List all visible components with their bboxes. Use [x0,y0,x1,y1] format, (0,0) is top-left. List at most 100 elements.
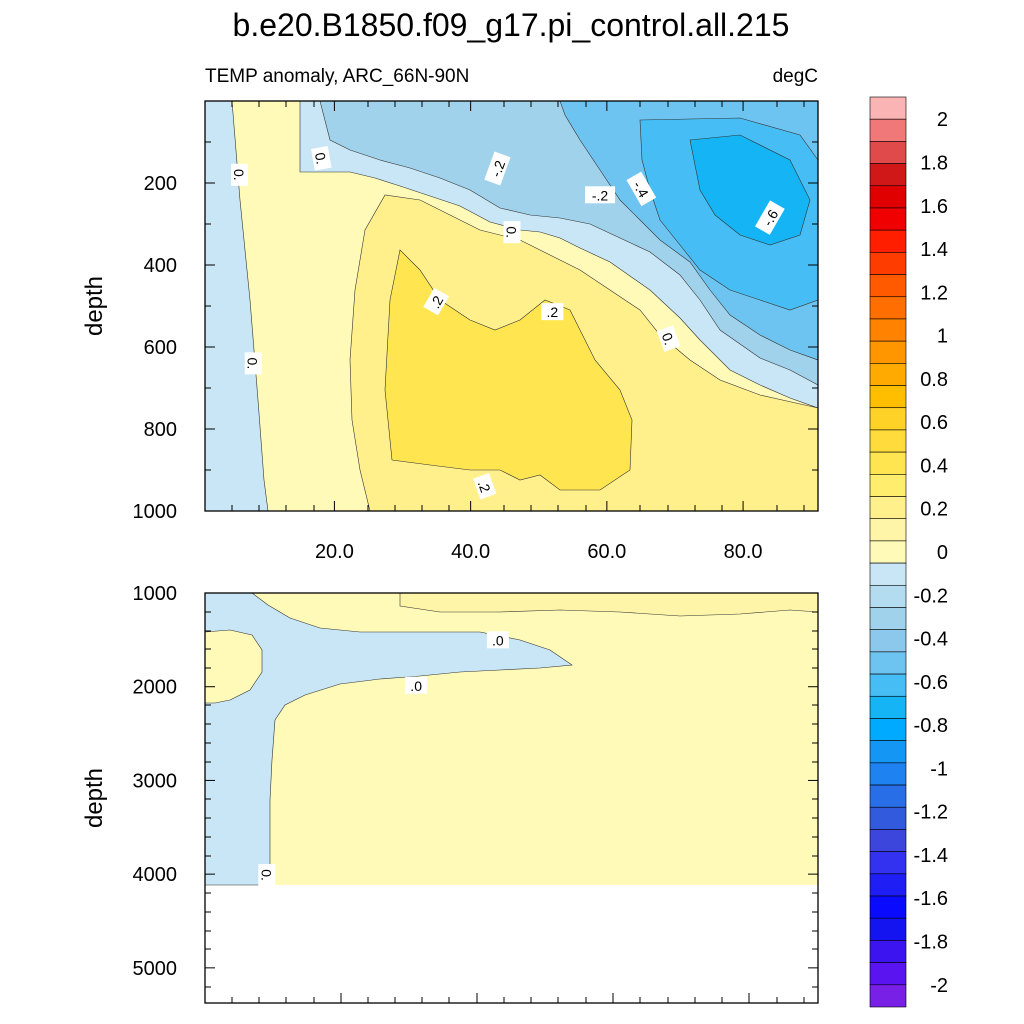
colorbar-swatch [869,474,907,497]
upper-contour-label-bg [541,303,564,321]
colorbar-swatch [869,651,907,675]
lower-upper-band [399,593,818,617]
colorbar-swatch [869,207,907,231]
upper-contour-label: 0. [231,163,249,186]
upper-xtick-label: 40.0 [451,541,490,563]
colorbar-label: 0.8 [920,369,948,391]
colorbar-swatch [869,607,907,630]
colorbar-label: -1 [930,758,948,780]
colorbar-swatch [869,385,907,409]
lower-contour-label-text: .0 [492,632,504,648]
upper-contour-label: 0. [311,146,332,171]
colorbar-swatch [869,784,907,808]
colorbar-swatch [869,185,907,209]
colorbar-swatch [869,451,907,475]
upper-ytick-label: 1000 [133,501,178,523]
colorbar-label: -1.2 [914,802,948,824]
upper-ytick-label: 600 [144,337,177,359]
colorbar-swatch [869,562,907,586]
upper-contour-label: 0. [656,325,681,352]
upper-contour-label-bg [484,151,511,186]
colorbar-swatch [869,940,907,963]
lower-warm-patch [205,629,263,704]
colorbar-label: -2 [930,975,948,997]
colorbar-label: -0.8 [914,715,948,737]
colorbar-label: 0.4 [920,455,948,477]
colorbar-label: -1.8 [914,932,948,954]
colorbar-swatch [869,163,907,187]
colorbar-swatch [869,584,907,608]
colorbar-swatch [869,851,907,875]
colorbar-swatch [869,540,907,564]
upper-contour-label: -.2 [484,151,511,186]
upper-cold-minus-0-8 [689,134,811,246]
colorbar-label: -0.4 [914,629,948,651]
colorbar-swatch [869,363,907,386]
lower-contour-label-bg [486,631,509,649]
upper-contour-label-bg [626,171,657,207]
upper-contour-label-text: 0. [504,226,520,238]
lower-contour-label-text: .0 [410,678,422,694]
lower-contour-label: 0. [258,864,276,887]
colorbar-swatch [869,762,907,786]
colorbar-swatch [869,873,907,897]
upper-contour-label-bg [503,221,521,244]
colorbar-label: 2 [937,109,948,131]
colorbar [869,96,907,1008]
colorbar-swatch [869,252,907,275]
colorbar-swatch [869,118,907,142]
colorbar-swatch [869,318,907,342]
colorbar-swatch [869,895,907,919]
upper-xtick-label: 20.0 [315,541,354,563]
lower-contour-label-bg [258,864,276,887]
colorbar-label: 1.4 [920,239,948,261]
colorbar-swatch [869,141,907,164]
upper-contour-label-bg [585,186,616,204]
colorbar-label: 0.6 [920,412,948,434]
upper-contour-label: 0. [244,352,262,375]
lower-contour-label-text: 0. [258,869,274,881]
colorbar-label: -0.6 [914,672,948,694]
colorbar-swatch [869,829,907,852]
upper-ylabel: depth [81,276,108,336]
colorbar-swatch [869,296,907,320]
subtitle-right: degC [773,66,818,87]
upper-contour-label: .2 [541,303,564,321]
colorbar-swatch [869,962,907,986]
upper-left-negative-strip [205,101,269,511]
lower-ytick-label: 5000 [133,958,178,980]
colorbar-swatch [869,340,907,364]
upper-contour-label-text: -.6 [759,207,781,229]
upper-contour-label: 0. [503,221,521,244]
colorbar-label: 1.8 [920,152,948,174]
lower-contour-label: .0 [405,676,428,694]
upper-contour-label-bg [311,146,332,171]
colorbar-swatch [869,917,907,941]
colorbar-swatch [869,496,907,520]
colorbar-labels: 2 1.8 1.6 1.4 1.2 1 0.8 0.6 0.4 0.2 0 -0.2 -0.4 -0.6 -… [914,109,948,997]
colorbar-label: 0.2 [920,499,948,521]
upper-contour-label-text: .2 [475,478,494,495]
upper-contour-label-bg [423,287,450,316]
lower-contour-label-bg [405,676,428,694]
chart-title: b.e20.B1850.f09_g17.pi_control.all.215 [233,7,790,43]
upper-contour-label-text: -.4 [630,178,652,200]
lower-ytick-label: 3000 [133,770,178,792]
upper-contour-label-bg [244,352,262,375]
colorbar-swatch [869,984,907,1008]
colorbar-label: -1.4 [914,845,948,867]
colorbar-label: -1.6 [914,888,948,910]
colorbar-swatch [869,673,907,697]
colorbar-label: 1.6 [920,196,948,218]
upper-warm-0-4 [384,249,633,491]
lower-ylabel: depth [81,768,108,828]
upper-xtick-label: 60.0 [587,541,626,563]
upper-contour-label-text: 0. [659,331,678,347]
subtitle-left: TEMP anomaly, ARC_66N-90N [205,66,469,87]
upper-contour-label-text: -.2 [488,158,509,179]
colorbar-label: -0.2 [914,585,948,607]
upper-contour-label-bg [231,163,249,186]
colorbar-label: 1 [937,326,948,348]
colorbar-swatch [869,695,907,719]
